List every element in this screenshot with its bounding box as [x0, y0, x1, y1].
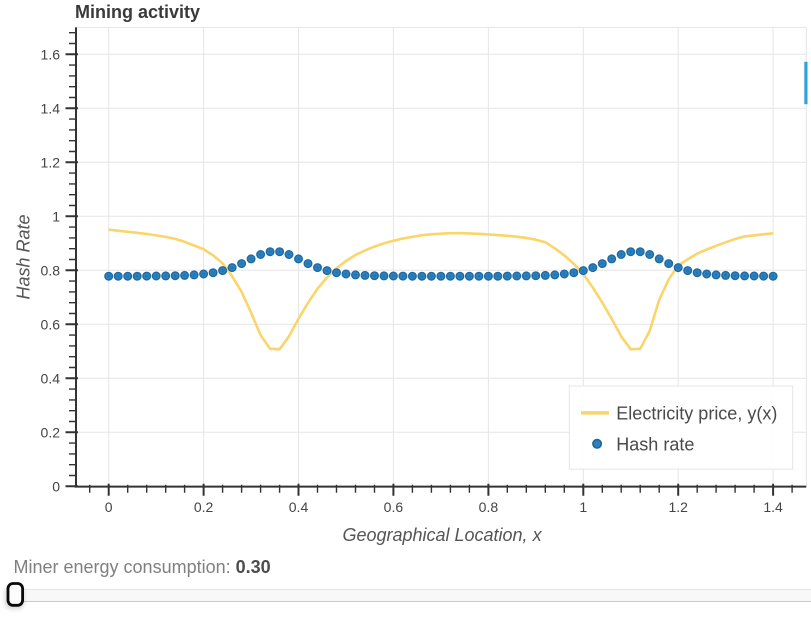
svg-text:1: 1	[52, 208, 60, 224]
svg-text:Hash Rate: Hash Rate	[14, 214, 34, 299]
svg-text:1.4: 1.4	[763, 499, 783, 515]
svg-text:0.8: 0.8	[479, 499, 499, 515]
svg-text:0.8: 0.8	[41, 262, 61, 278]
svg-text:1.2: 1.2	[668, 499, 688, 515]
svg-text:0.6: 0.6	[384, 499, 404, 515]
svg-text:0.2: 0.2	[41, 424, 61, 440]
svg-text:0.2: 0.2	[194, 499, 214, 515]
svg-text:0.6: 0.6	[41, 316, 61, 332]
svg-text:1: 1	[579, 499, 587, 515]
svg-text:Miner energy consumption: 0.30: Miner energy consumption: 0.30	[14, 557, 271, 577]
svg-text:0.4: 0.4	[289, 499, 309, 515]
svg-text:Electricity price, y(x): Electricity price, y(x)	[616, 403, 777, 423]
svg-text:0: 0	[52, 478, 60, 494]
svg-text:1.2: 1.2	[41, 154, 61, 170]
svg-text:0.4: 0.4	[41, 370, 61, 386]
svg-text:Mining activity: Mining activity	[75, 2, 200, 22]
svg-text:1.4: 1.4	[41, 100, 61, 116]
svg-text:Geographical Location, x: Geographical Location, x	[342, 525, 542, 545]
svg-text:1.6: 1.6	[41, 46, 61, 62]
svg-text:Hash rate: Hash rate	[616, 434, 694, 454]
svg-text:0: 0	[105, 499, 113, 515]
